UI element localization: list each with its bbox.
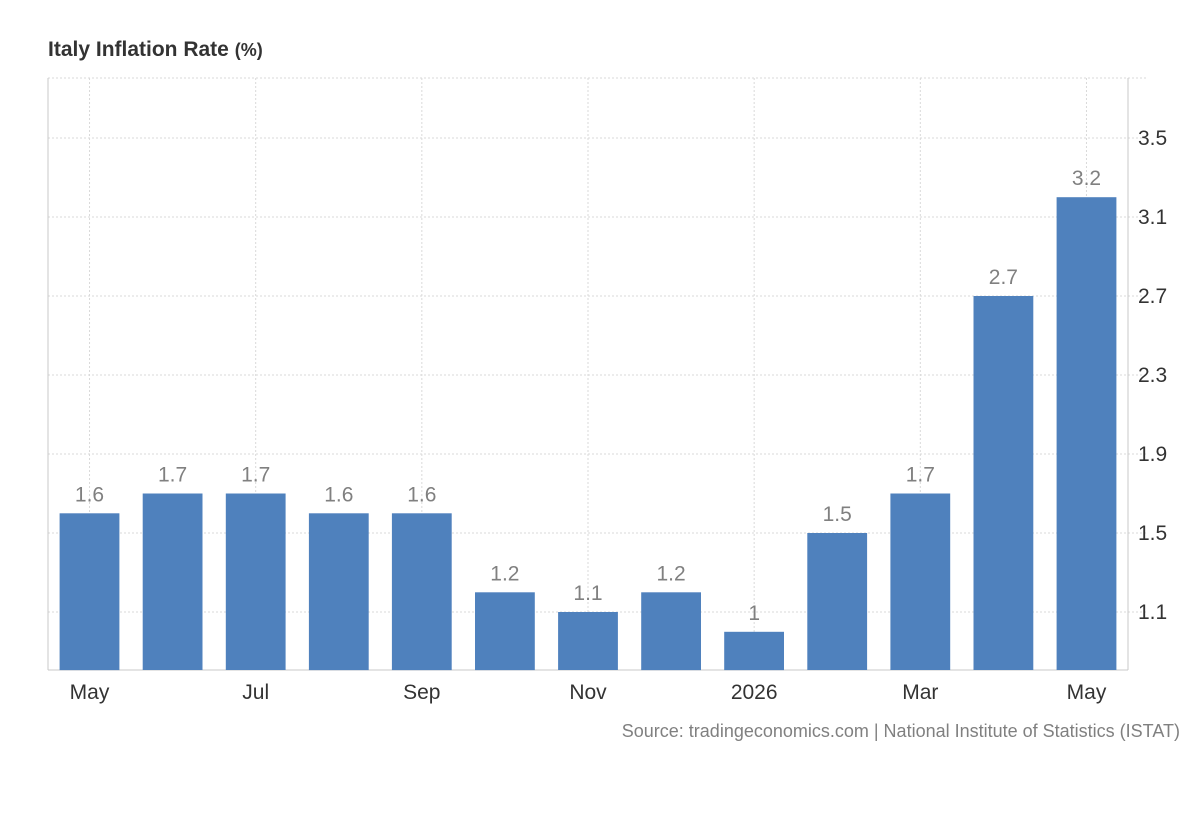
data-label: 1.7	[906, 464, 935, 487]
chart-title-text: Italy Inflation Rate	[48, 38, 229, 61]
bar	[890, 493, 951, 670]
data-label: 1.2	[656, 562, 685, 585]
bar	[308, 513, 369, 671]
bar	[142, 493, 203, 670]
y-tick-label: 3.5	[1138, 127, 1167, 150]
y-tick-label: 1.9	[1138, 443, 1167, 466]
data-label: 1.5	[823, 503, 852, 526]
data-label: 1.7	[241, 464, 270, 487]
data-label: 3.2	[1072, 167, 1101, 190]
bar	[391, 513, 452, 671]
bar	[59, 513, 120, 671]
x-tick-label: Sep	[403, 681, 440, 704]
x-tick-label: Jul	[242, 681, 269, 704]
data-label: 1	[748, 602, 760, 625]
bar	[807, 533, 868, 670]
y-tick-label: 2.3	[1138, 364, 1167, 387]
data-label: 1.6	[407, 483, 436, 506]
x-tick-label: May	[70, 681, 110, 704]
data-label: 1.6	[75, 483, 104, 506]
chart-title: Italy Inflation Rate (%)	[48, 38, 263, 62]
data-label: 2.7	[989, 266, 1018, 289]
y-tick-label: 1.5	[1138, 522, 1167, 545]
source-note: Source: tradingeconomics.com | National …	[621, 721, 1180, 741]
bar	[973, 296, 1034, 670]
bar	[641, 592, 701, 671]
chart-title-unit: (%)	[234, 40, 263, 60]
bar	[558, 612, 618, 670]
x-tick-label: Mar	[902, 681, 938, 704]
x-tick-label: 2026	[731, 681, 778, 704]
bar	[225, 493, 286, 670]
x-tick-label: Nov	[569, 681, 607, 704]
y-tick-label: 2.7	[1138, 285, 1167, 308]
data-label: 1.7	[158, 464, 187, 487]
y-tick-label: 3.1	[1138, 206, 1167, 229]
x-tick-label: May	[1067, 681, 1107, 704]
data-label: 1.1	[573, 582, 602, 605]
bar	[1056, 197, 1117, 670]
bar	[724, 631, 784, 671]
data-label: 1.6	[324, 483, 353, 506]
y-tick-label: 1.1	[1138, 601, 1167, 624]
bar	[475, 592, 535, 671]
data-label: 1.2	[490, 562, 519, 585]
